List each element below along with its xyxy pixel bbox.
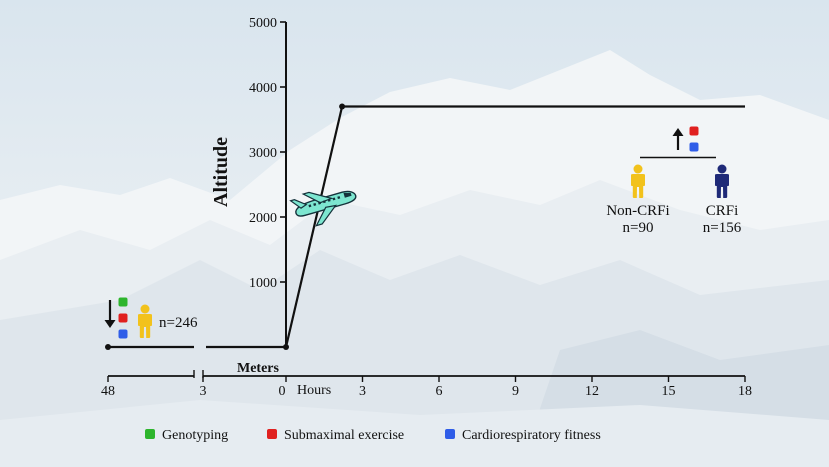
group-crfi: CRFi n=156 <box>703 164 742 236</box>
y-axis-label: Altitude <box>210 137 232 207</box>
baseline-count-label: n=246 <box>159 315 198 331</box>
altitude-profile <box>105 103 745 350</box>
group-count: n=90 <box>623 220 654 236</box>
y-tick-label: 4000 <box>249 81 277 96</box>
baseline-group: n=246 <box>104 297 198 339</box>
x-tick-label: 3 <box>359 384 366 399</box>
airplane-icon <box>289 190 357 227</box>
x-tick-label: 15 <box>662 384 676 399</box>
x-axis: 48 3 0 3 6 9 12 15 18 <box>101 370 752 399</box>
group-non-crfi: Non-CRFi n=90 <box>606 164 670 236</box>
legend-swatch-cardiorespiratory-fitness <box>445 429 455 439</box>
x-tick-label: 12 <box>585 384 599 399</box>
x-tick-label: 6 <box>436 384 443 399</box>
group-name: CRFi <box>706 203 739 219</box>
legend-swatch-genotyping <box>145 429 155 439</box>
y-tick-label: 3000 <box>249 146 277 161</box>
x-tick-label: 3 <box>200 384 207 399</box>
legend-label-submaximal-exercise: Submaximal exercise <box>284 428 404 443</box>
y-tick-label: 2000 <box>249 211 277 226</box>
y-unit-label: Meters <box>237 361 280 376</box>
x-tick-label: 18 <box>738 384 752 399</box>
x-tick-label: 48 <box>101 384 115 399</box>
arrow-down-icon <box>104 300 116 328</box>
legend-label-cardiorespiratory-fitness: Cardiorespiratory fitness <box>462 428 601 443</box>
genotyping-marker <box>118 297 128 307</box>
y-axis: 5000 4000 3000 2000 1000 <box>249 16 287 347</box>
group-name: Non-CRFi <box>606 203 669 219</box>
y-tick-label: 1000 <box>249 276 277 291</box>
submaximal-exercise-marker <box>689 126 699 136</box>
y-tick-label: 5000 <box>249 16 277 31</box>
arrow-up-icon <box>672 128 684 150</box>
x-unit-label: Hours <box>297 383 331 398</box>
cardiorespiratory-fitness-marker <box>689 142 699 152</box>
altitude-tests-marker <box>672 126 699 152</box>
cardiorespiratory-fitness-marker <box>118 329 128 339</box>
x-tick-label: 9 <box>512 384 519 399</box>
ascent-line <box>284 106 344 348</box>
submaximal-exercise-marker <box>118 313 128 323</box>
legend: Genotyping Submaximal exercise Cardiores… <box>145 428 601 443</box>
legend-label-genotyping: Genotyping <box>162 428 228 443</box>
legend-swatch-submaximal-exercise <box>267 429 277 439</box>
x-tick-label: 0 <box>279 384 286 399</box>
baseline-start-point <box>105 344 111 350</box>
group-count: n=156 <box>703 220 742 236</box>
